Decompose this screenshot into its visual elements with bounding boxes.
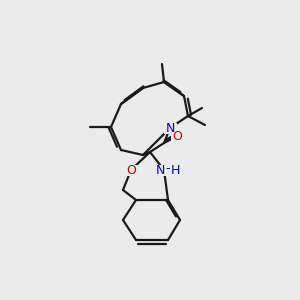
Text: O: O <box>172 130 182 142</box>
Bar <box>124 164 137 175</box>
Text: H: H <box>170 164 180 176</box>
Text: O: O <box>126 164 136 176</box>
Text: -: - <box>166 163 170 176</box>
Bar <box>170 130 184 142</box>
Text: N: N <box>155 164 165 176</box>
Bar <box>164 122 176 134</box>
Text: N: N <box>165 122 175 134</box>
Bar <box>169 164 182 175</box>
Bar <box>154 164 166 175</box>
Bar <box>161 164 175 175</box>
